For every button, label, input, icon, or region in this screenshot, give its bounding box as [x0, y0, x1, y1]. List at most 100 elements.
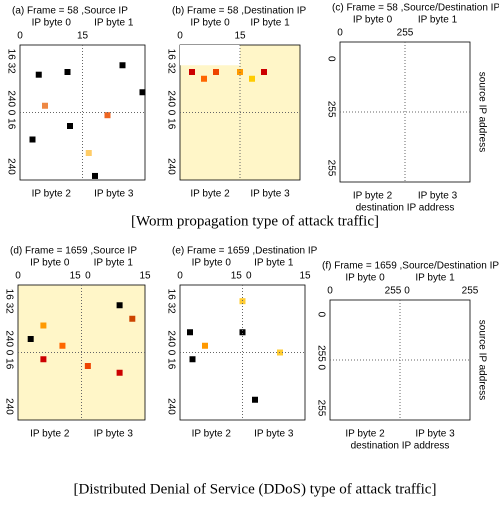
cell: [139, 89, 146, 96]
left-tick: 240 0 16: [3, 330, 14, 369]
top-label: IP byte 0: [353, 15, 393, 26]
bottom-label: IP byte 3: [94, 189, 134, 200]
cell: [116, 302, 123, 309]
left-tick: 16 32: [165, 49, 176, 74]
top-label: IP byte 1: [418, 15, 458, 26]
cell: [129, 315, 136, 322]
cell: [67, 123, 73, 129]
left-tick: 255: [315, 400, 326, 417]
top-tick: 255: [397, 28, 414, 39]
right-label: source IP address: [476, 72, 487, 152]
left-tick: 255 0: [315, 345, 326, 370]
top-tick: 0: [327, 286, 333, 297]
top-label: IP byte 1: [94, 258, 134, 269]
bottom-label: IP byte 2: [345, 429, 385, 440]
left-tick: 255: [325, 160, 336, 177]
left-tick: 16 32: [165, 289, 176, 314]
top-tick: 0: [177, 271, 183, 282]
top-label: IP byte 0: [345, 273, 385, 284]
cell: [189, 69, 195, 75]
cell: [27, 336, 34, 342]
panel-title: (c) Frame = 58 ,Source/Destination IP: [332, 3, 499, 14]
top-tick: 0: [15, 271, 21, 282]
bottom-label: IP byte 2: [190, 189, 230, 200]
top-label: IP byte 1: [254, 258, 294, 269]
caption: [Distributed Denial of Service (DDoS) ty…: [74, 481, 437, 497]
top-label: IP byte 0: [192, 258, 232, 269]
bottom-label: IP byte 3: [254, 429, 294, 440]
top-tick: 15: [139, 271, 151, 282]
top-tick: 15: [231, 271, 243, 282]
cell: [104, 112, 111, 119]
bottom-label: IP byte 3: [94, 429, 134, 440]
top-tick: 0: [17, 31, 23, 42]
cell: [249, 75, 255, 82]
left-tick: 0: [325, 56, 336, 62]
cell: [40, 356, 47, 363]
cell: [40, 322, 47, 329]
left-tick: 240: [5, 158, 16, 175]
left-tick: 240: [165, 158, 176, 175]
left-tick: 0: [315, 312, 326, 318]
panel-title: (a) Frame = 58 ,Source IP: [12, 6, 128, 17]
top-tick: 0: [404, 286, 410, 297]
top-tick: 0: [85, 271, 91, 282]
top-tick: 255: [385, 286, 402, 297]
left-tick: 240: [3, 398, 14, 415]
caption: [Worm propagation type of attack traffic…: [131, 213, 379, 229]
panel-title: (e) Frame = 1659 ,Destination IP: [172, 246, 318, 257]
top-label: IP byte 1: [250, 18, 290, 29]
panel-title: (d) Frame = 1659 ,Source IP: [10, 246, 137, 257]
top-tick: 15: [70, 271, 82, 282]
panel-region: [180, 45, 240, 66]
cell: [213, 69, 219, 75]
cell: [261, 69, 267, 75]
bottom-label: IP byte 3: [418, 191, 458, 202]
left-tick: 16 32: [3, 289, 14, 314]
bottom-label: IP byte 2: [32, 189, 72, 200]
bottom-label: IP byte 3: [250, 189, 290, 200]
cell: [35, 71, 42, 78]
cell: [92, 172, 98, 179]
left-tick: 240 0 16: [5, 90, 16, 129]
panel-background: [179, 284, 306, 421]
top-label: IP byte 0: [30, 258, 70, 269]
right-label: source IP address: [476, 320, 487, 400]
cell: [239, 329, 246, 336]
bottom-title: destination IP address: [356, 203, 455, 214]
cell: [189, 356, 196, 363]
cell: [252, 396, 258, 403]
panel-title: (b) Frame = 58 ,Destination IP: [172, 6, 307, 17]
top-tick: 0: [246, 271, 252, 282]
bottom-label: IP byte 2: [30, 429, 70, 440]
top-label: IP byte 1: [415, 273, 455, 284]
cell: [42, 102, 48, 109]
panel-title: (f) Frame = 1659 ,Source/Destination IP: [322, 261, 499, 272]
bottom-label: IP byte 2: [353, 191, 393, 202]
top-tick: 15: [77, 31, 89, 42]
bottom-label: IP byte 3: [415, 429, 455, 440]
left-tick: 240: [165, 398, 176, 415]
cell: [116, 369, 123, 376]
top-tick: 0: [177, 31, 183, 42]
bottom-label: IP byte 2: [192, 429, 232, 440]
top-tick: 15: [234, 31, 246, 42]
top-label: IP byte 0: [190, 18, 230, 29]
top-tick: 0: [337, 28, 343, 39]
cell: [201, 75, 207, 82]
left-tick: 255: [325, 101, 336, 118]
top-tick: 15: [299, 271, 311, 282]
cell: [59, 342, 66, 349]
top-label: IP byte 1: [94, 18, 134, 29]
left-tick: 240 0 16: [165, 90, 176, 129]
cell: [64, 69, 71, 75]
cell: [187, 329, 193, 336]
cell: [29, 136, 36, 143]
cell: [239, 298, 246, 305]
cell: [202, 342, 208, 349]
left-tick: 240 0 16: [165, 330, 176, 369]
top-tick: 255: [462, 286, 479, 297]
bottom-title: destination IP address: [351, 441, 450, 452]
cell: [85, 150, 92, 156]
